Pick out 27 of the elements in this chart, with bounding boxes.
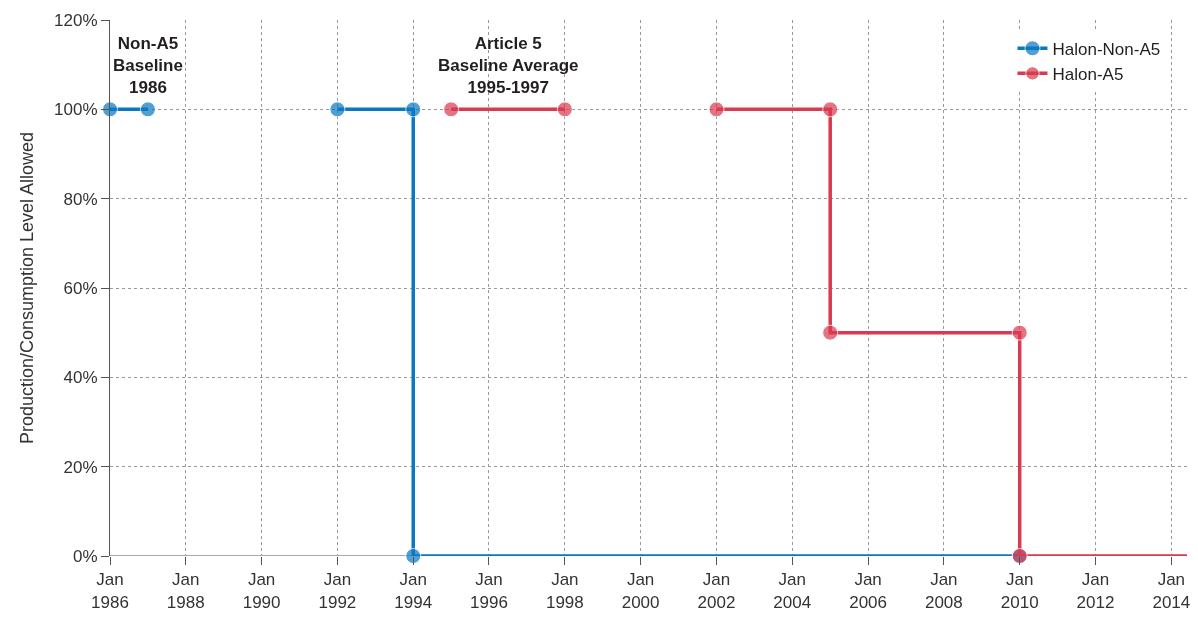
x-tick-label: Jan 1996 xyxy=(470,570,508,612)
x-tick-label: Jan 1998 xyxy=(545,570,584,612)
y-tick-label: 120% xyxy=(54,10,98,30)
legend-label: Halon-Non-A5 xyxy=(1052,39,1161,59)
x-tick-label: Jan 2000 xyxy=(621,570,660,612)
x-tick-label: Jan 1986 xyxy=(91,570,129,612)
x-tick-label: Jan 1992 xyxy=(318,570,357,612)
annotation: Article 5 Baseline Average 1995-1997 xyxy=(438,34,579,98)
x-tick-label: Jan 2006 xyxy=(849,570,887,612)
y-tick-label: 100% xyxy=(54,100,98,120)
x-tick-label: Jan 1988 xyxy=(166,570,205,612)
y-tick-label: 60% xyxy=(63,278,98,298)
y-tick-label: 20% xyxy=(63,457,98,477)
x-tick-label: Jan 1990 xyxy=(242,570,281,612)
y-tick-label: 40% xyxy=(63,368,98,388)
y-axis-title: Production/Consumption Level Allowed xyxy=(17,131,38,445)
annotation: Non-A5 Baseline 1986 xyxy=(113,34,183,98)
legend-label: Halon-A5 xyxy=(1052,65,1124,84)
y-tick-label: 0% xyxy=(73,546,98,566)
x-tick-label: Jan 2004 xyxy=(773,570,812,612)
x-tick-label: Jan 2010 xyxy=(1000,570,1039,612)
x-tick-label: Jan 2012 xyxy=(1076,570,1115,612)
y-tick-label: 80% xyxy=(63,189,98,209)
x-tick-label: Jan 2002 xyxy=(697,570,736,612)
x-tick-label: Jan 2008 xyxy=(924,570,963,612)
x-tick-label: Jan 2014 xyxy=(1152,570,1191,612)
x-tick-label: Jan 1994 xyxy=(394,570,433,612)
